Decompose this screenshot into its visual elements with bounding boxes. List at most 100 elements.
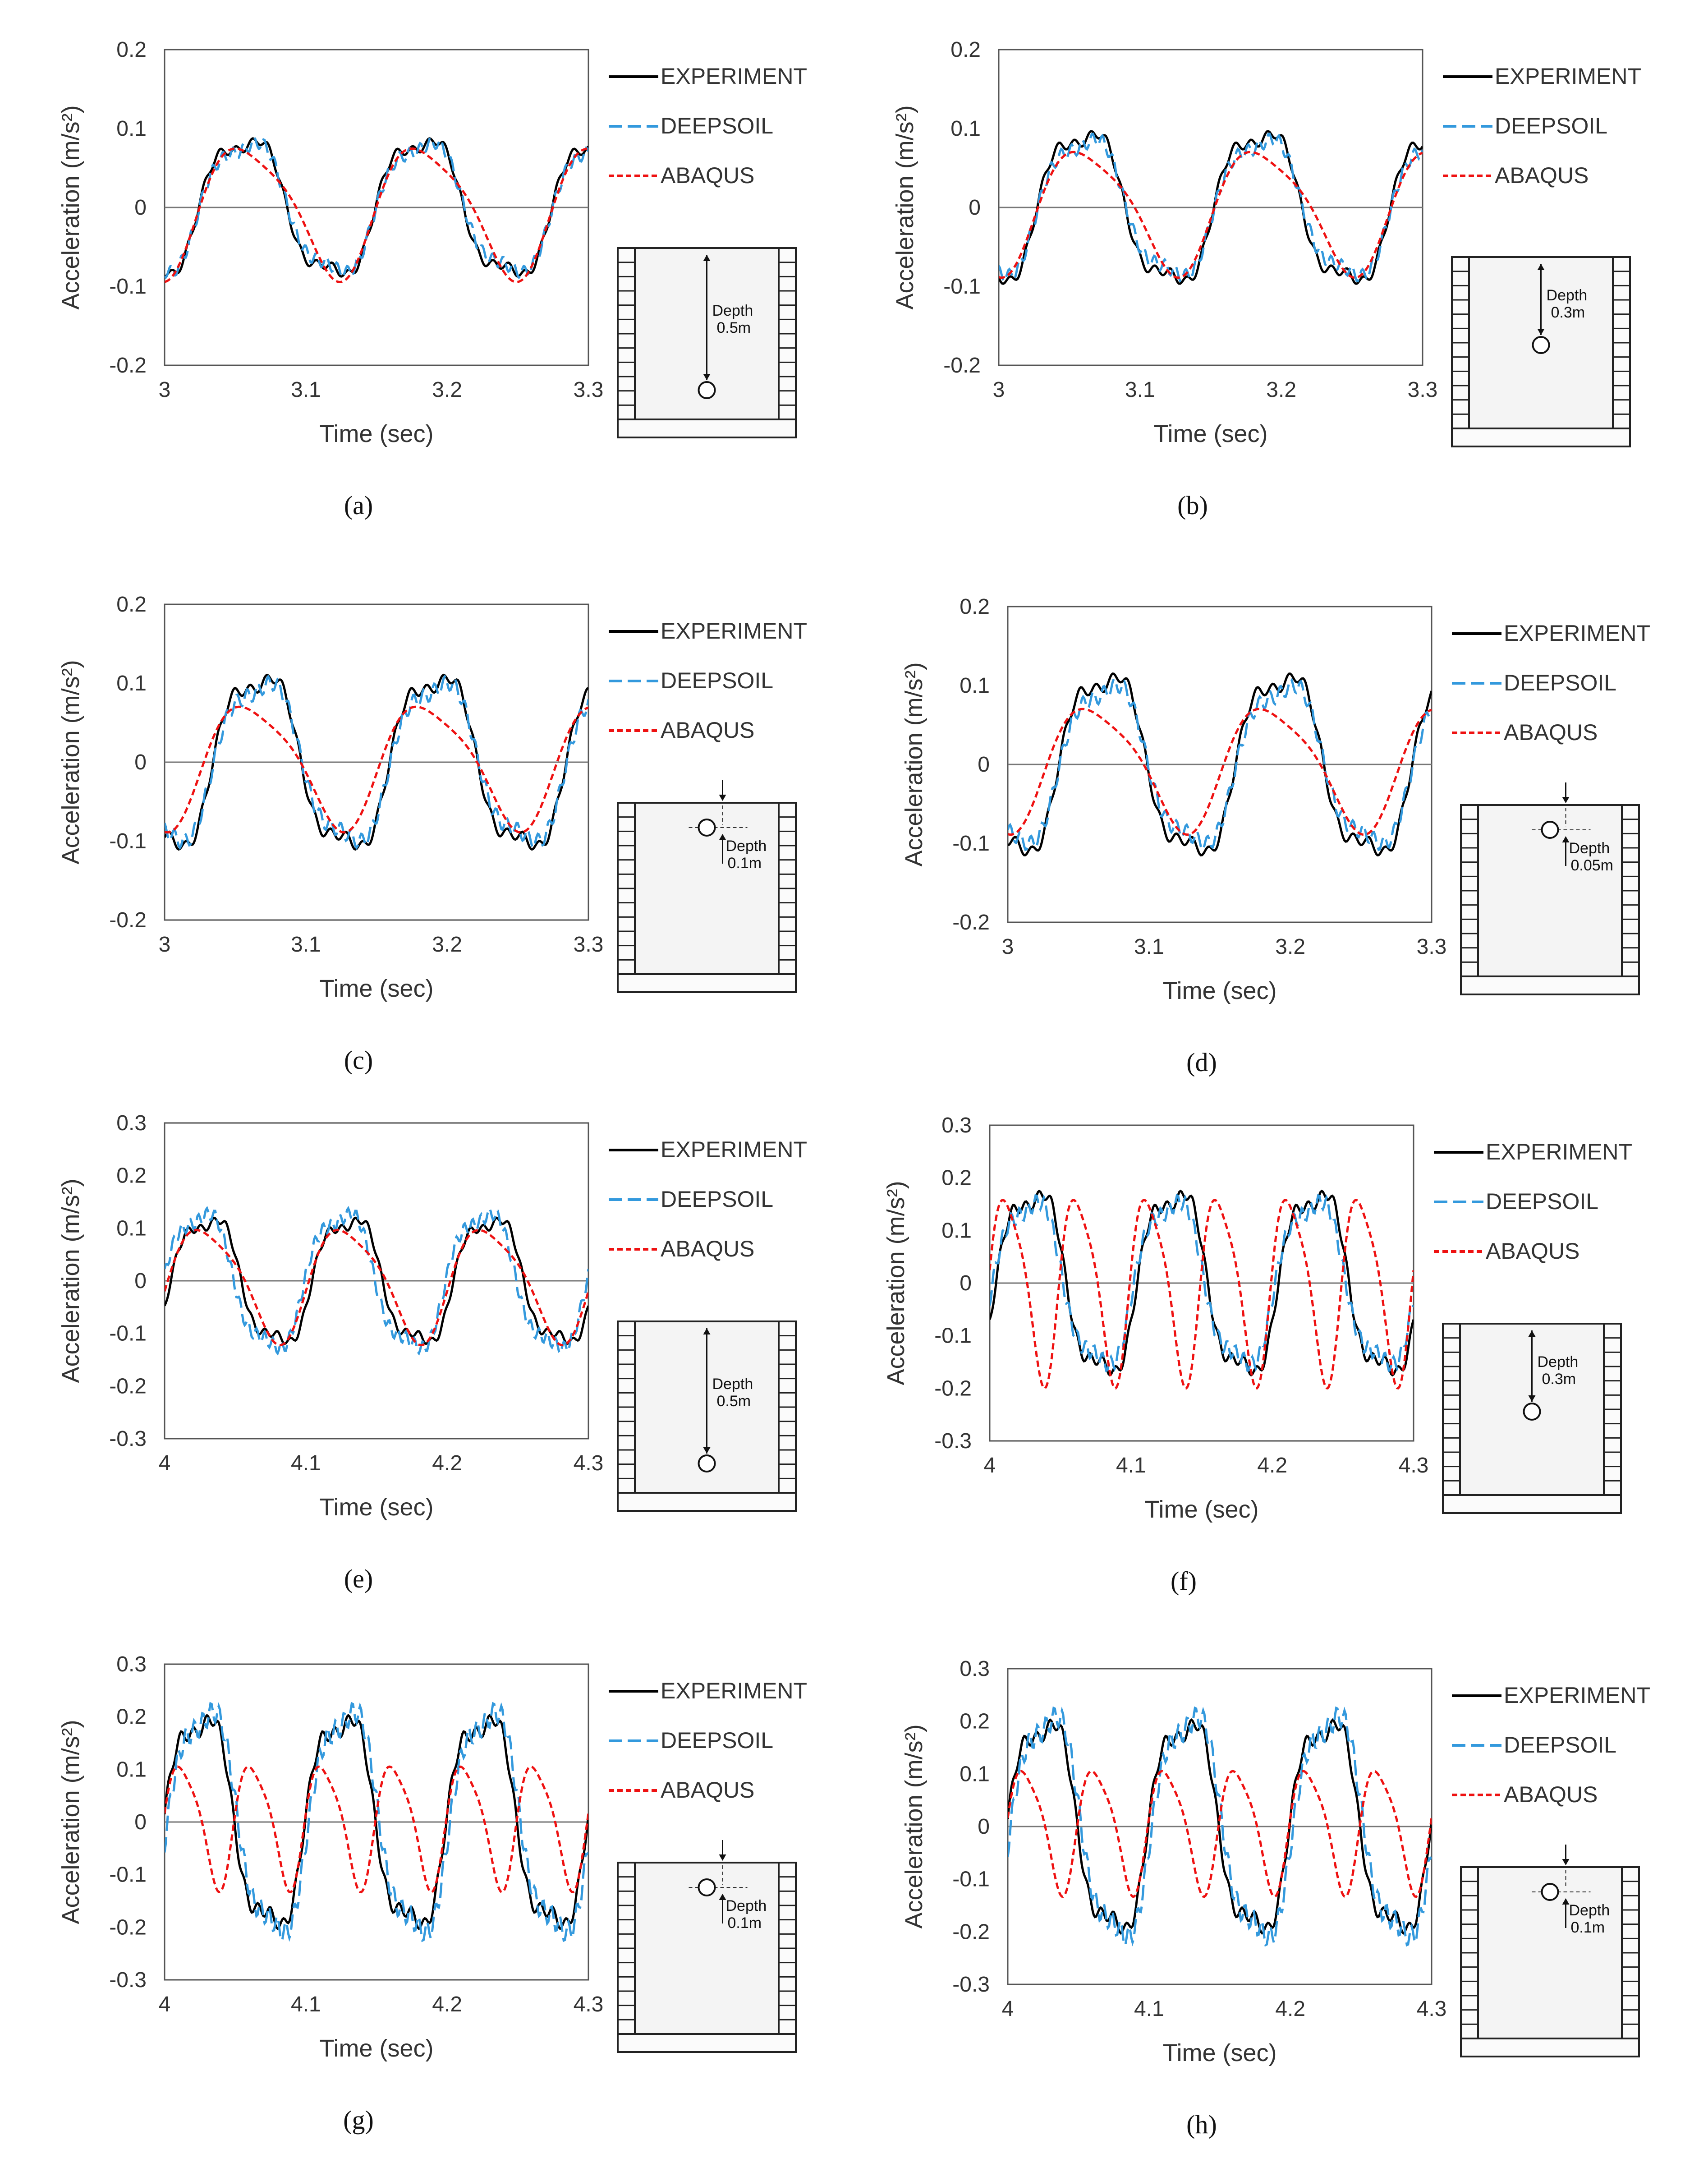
series-line-abaqus [1008, 1770, 1432, 1898]
x-tick-label: 3.2 [1275, 935, 1305, 959]
x-tick-label: 4.2 [432, 1451, 462, 1475]
y-tick-label: 0.3 [941, 1114, 972, 1137]
y-axis-label: Acceleration (m/s²) [57, 105, 84, 309]
x-tick-label: 4.1 [291, 1451, 321, 1475]
chart-panel-a: 0.2 0.1 0 -0.1 -0.2 3 3.1 3.2 3.3 Time (sec) Accel… [57, 38, 807, 520]
legend-label-experiment: EXPERIMENT [661, 1678, 807, 1703]
y-tick-label: -0.1 [952, 832, 990, 856]
arrow-head-up-icon [1562, 1898, 1570, 1905]
y-tick-label: 0.1 [941, 1219, 972, 1242]
x-tick-label: 3.1 [291, 378, 321, 402]
x-axis-label: Time (sec) [320, 420, 434, 447]
arrow-head-down-icon [1562, 1859, 1570, 1865]
y-tick-label: -0.1 [109, 829, 147, 853]
y-tick-label: 0.1 [960, 1762, 990, 1786]
depth-value: 0.3m [1542, 1371, 1576, 1388]
y-tick-label: -0.2 [952, 1920, 990, 1944]
arrow-head-up-icon [719, 1894, 726, 1900]
arrow-head-down-icon [703, 374, 711, 380]
x-axis-label: Time (sec) [320, 975, 434, 1002]
x-tick-label: 4.1 [1134, 1997, 1164, 2021]
x-tick-label: 3.2 [432, 378, 462, 402]
y-tick-label: 0 [134, 750, 147, 774]
y-tick-label: 0.3 [116, 1111, 147, 1135]
arrow-head-down-icon [703, 1447, 711, 1454]
legend-label-abaqus: ABAQUS [1495, 163, 1589, 188]
x-axis-label: Time (sec) [1163, 977, 1277, 1004]
depth-value: 0.05m [1571, 857, 1614, 874]
depth-label: Depth [1547, 287, 1588, 304]
panel-label: (f) [1171, 1566, 1197, 1596]
panel-label: (e) [344, 1564, 373, 1593]
sensor-circle [1541, 821, 1559, 839]
series-line-experiment [1008, 672, 1432, 856]
legend-label-experiment: EXPERIMENT [661, 1137, 807, 1162]
x-tick-label: 3.2 [1266, 378, 1296, 402]
series-line-abaqus [165, 1229, 588, 1347]
y-tick-label: -0.3 [109, 1968, 147, 1992]
x-tick-label: 4 [159, 1451, 171, 1475]
arrow-head-down-icon [1528, 1395, 1536, 1402]
y-tick-label: -0.1 [952, 1868, 990, 1891]
x-tick-label: 3.1 [1125, 378, 1155, 402]
y-tick-label: 0 [134, 196, 147, 220]
y-tick-label: 0.2 [960, 1710, 990, 1734]
x-tick-label: 3.2 [432, 933, 462, 957]
legend-label-deepsoil: DEEPSOIL [661, 668, 773, 693]
y-tick-label: 0 [978, 753, 990, 777]
legend-label-deepsoil: DEEPSOIL [661, 1728, 773, 1753]
x-tick-label: 4.3 [1417, 1997, 1447, 2021]
x-tick-label: 3.1 [291, 933, 321, 957]
chart-panel-g: 0.3 0.2 0.1 0 -0.1 -0.2 -0.3 4 4.1 4.2 4.3 Time (se… [57, 1652, 807, 2135]
series-line-deepsoil [1008, 1706, 1432, 1947]
x-axis-label: Time (sec) [320, 2035, 434, 2062]
legend-label-abaqus: ABAQUS [1486, 1238, 1579, 1264]
arrow-head-down-icon [1562, 797, 1570, 803]
y-axis-label: Acceleration (m/s²) [900, 1724, 927, 1928]
series-line-deepsoil [1008, 677, 1432, 851]
y-tick-label: -0.1 [934, 1324, 972, 1348]
depth-value: 0.1m [728, 855, 762, 872]
depth-value: 0.3m [1551, 304, 1585, 321]
x-tick-label: 4.1 [1116, 1454, 1146, 1477]
y-tick-label: -0.2 [934, 1376, 972, 1400]
x-tick-label: 4.2 [1275, 1997, 1305, 2021]
y-axis-label: Acceleration (m/s²) [57, 1720, 84, 1924]
legend-label-experiment: EXPERIMENT [1486, 1139, 1632, 1164]
x-tick-label: 3.1 [1134, 935, 1164, 959]
depth-label: Depth [712, 1376, 753, 1393]
depth-label: Depth [1569, 840, 1610, 857]
series-line-abaqus [1008, 708, 1432, 836]
y-axis-label: Acceleration (m/s²) [57, 1178, 84, 1383]
x-tick-label: 4 [984, 1454, 996, 1477]
arrow-head-down-icon [719, 795, 726, 801]
series-line-deepsoil [165, 1702, 588, 1942]
y-tick-label: 0.2 [960, 595, 990, 619]
sensor-circle [698, 1454, 716, 1472]
arrow-head-down-icon [1537, 329, 1545, 335]
sensor-circle [1532, 336, 1550, 354]
y-tick-label: 0 [960, 1271, 972, 1295]
y-tick-label: 0.3 [116, 1652, 147, 1676]
x-tick-label: 4 [159, 1992, 171, 2016]
y-tick-label: 0 [978, 1815, 990, 1839]
arrow-head-up-icon [1528, 1330, 1536, 1337]
arrow-head-up-icon [719, 834, 726, 840]
x-tick-label: 3.3 [1417, 935, 1447, 959]
y-tick-label: 0.3 [960, 1657, 990, 1681]
x-tick-label: 4.1 [291, 1992, 321, 2016]
y-tick-label: -0.2 [943, 354, 981, 377]
y-tick-label: -0.3 [109, 1427, 147, 1451]
y-tick-label: 0.1 [116, 117, 147, 141]
legend-label-deepsoil: DEEPSOIL [1495, 113, 1607, 138]
legend-label-deepsoil: DEEPSOIL [1504, 1732, 1616, 1758]
x-tick-label: 3.3 [574, 933, 604, 957]
legend-label-abaqus: ABAQUS [661, 718, 754, 743]
series-line-abaqus [165, 705, 588, 834]
series-line-abaqus [999, 151, 1423, 279]
